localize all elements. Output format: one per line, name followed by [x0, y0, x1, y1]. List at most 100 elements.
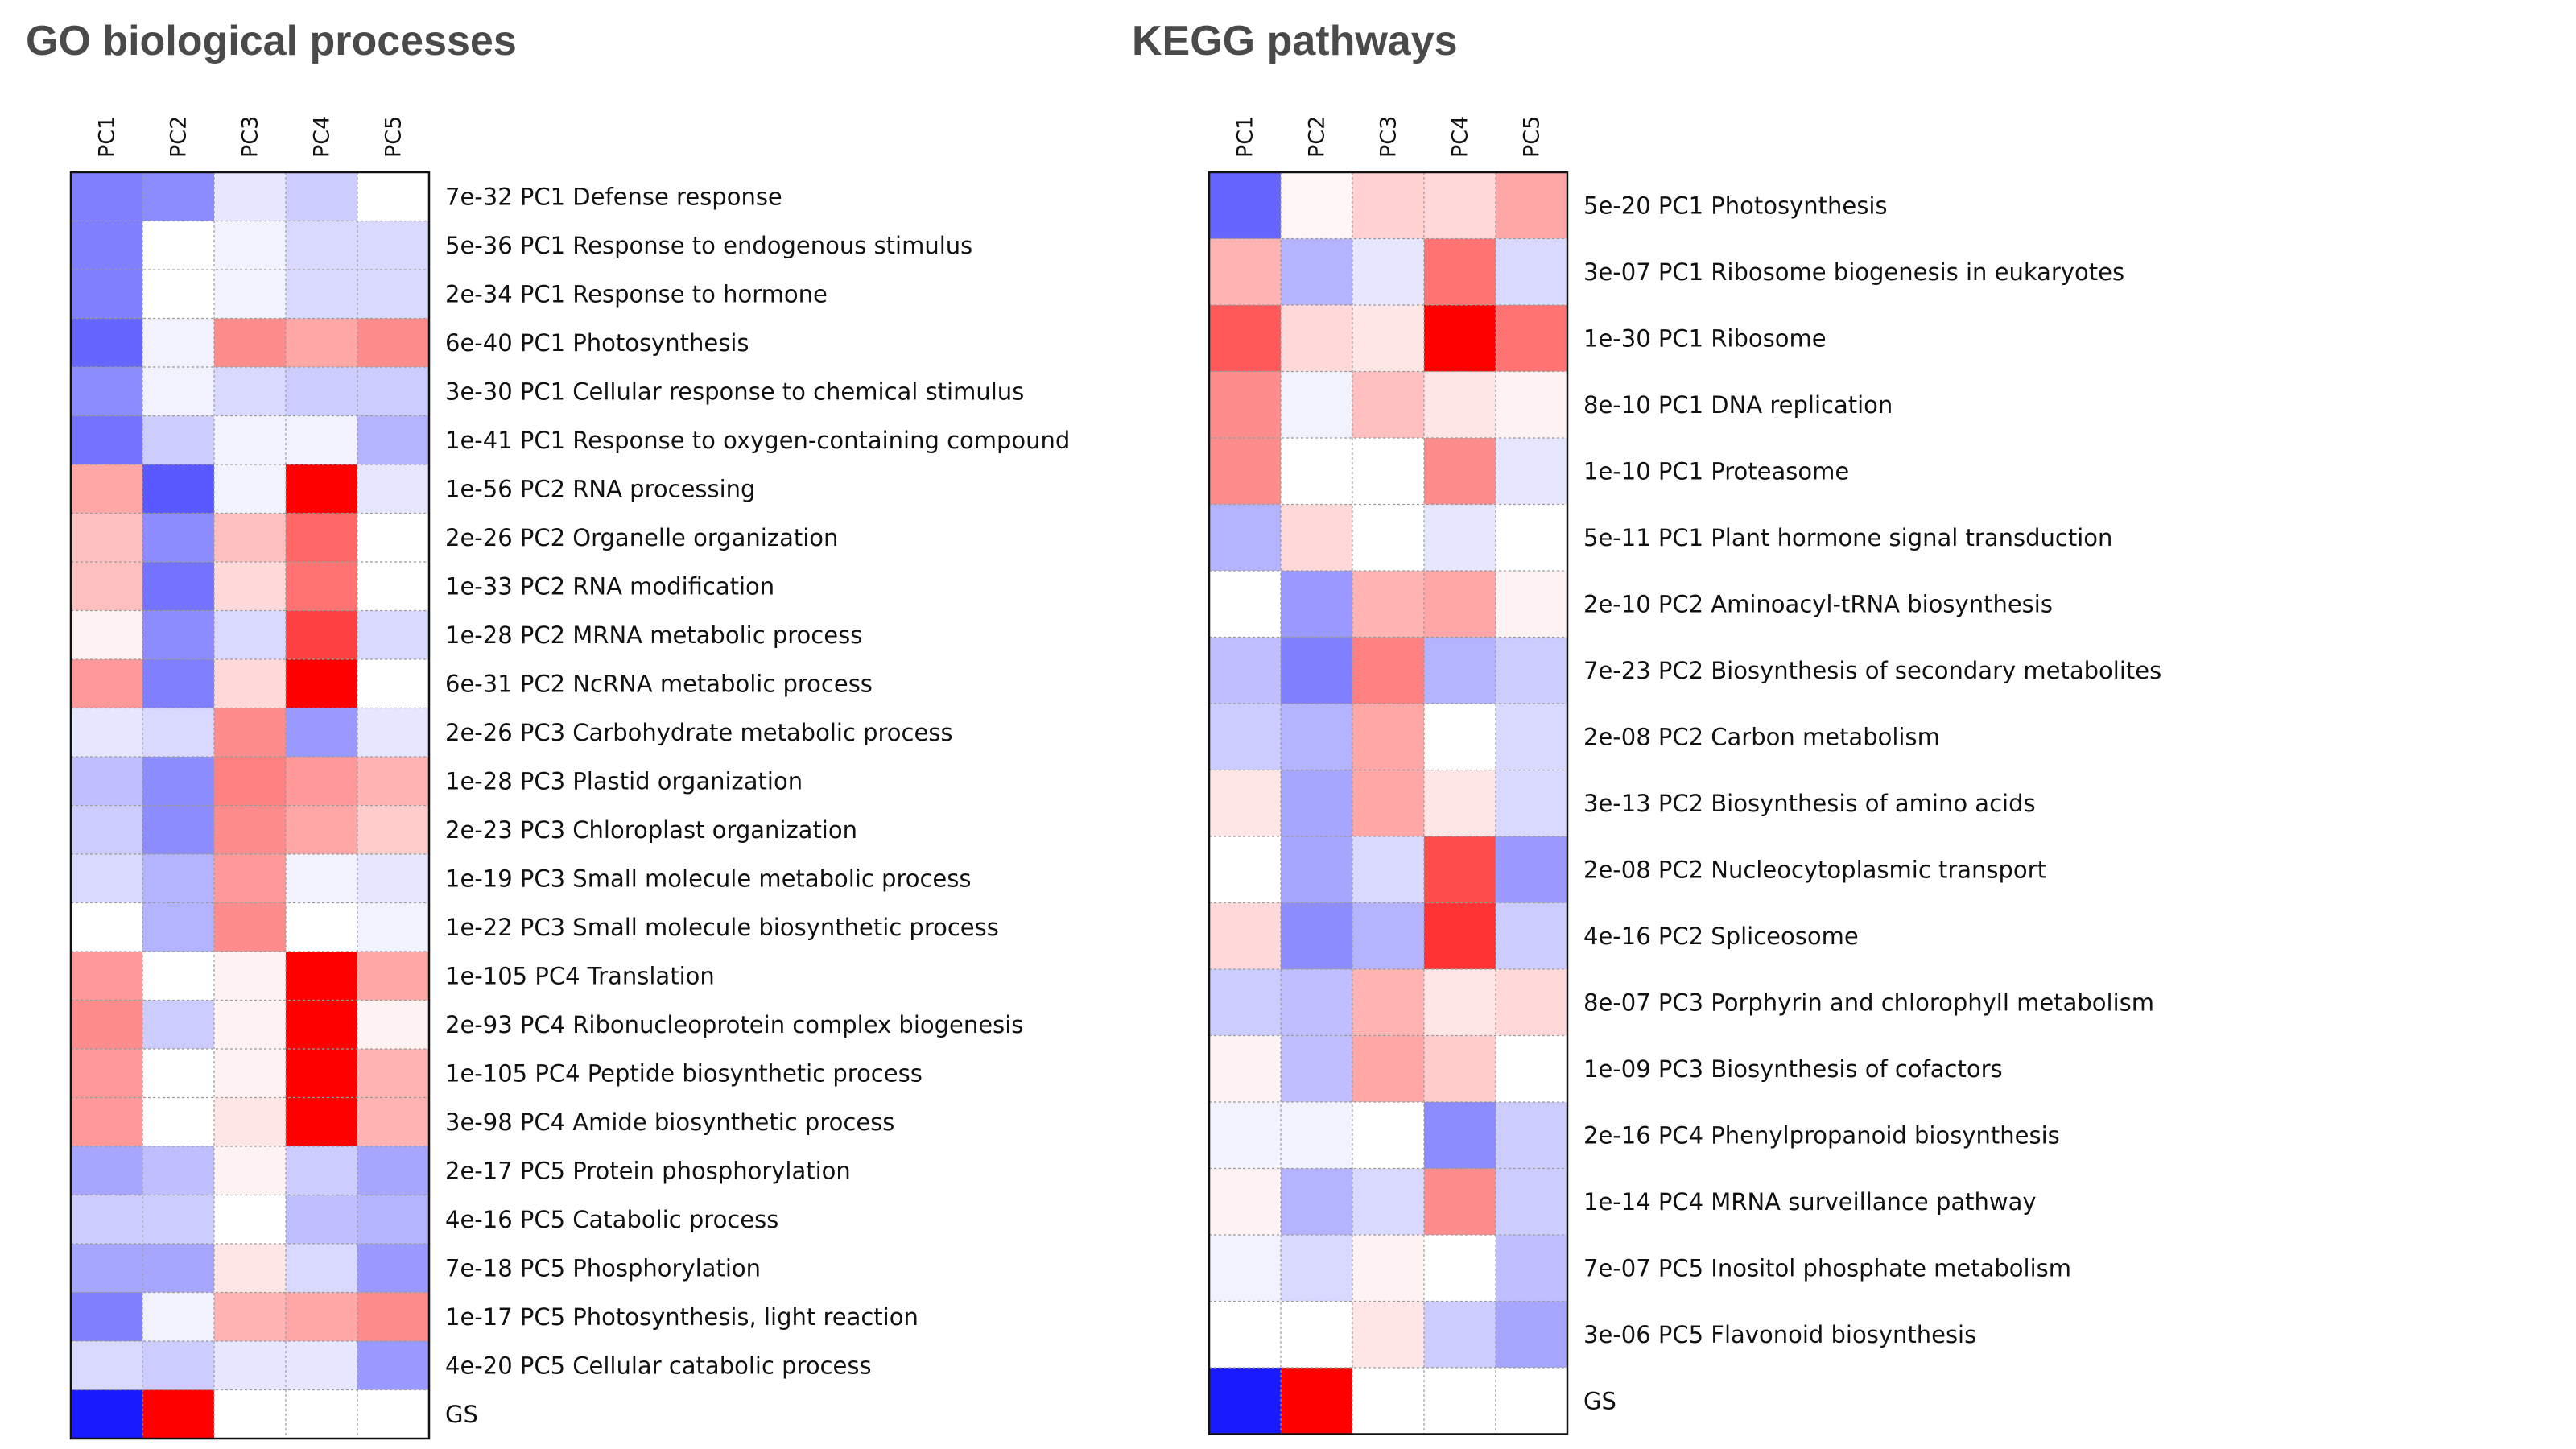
heatmap-cell: [1424, 172, 1496, 239]
heatmap-cell: [71, 902, 143, 952]
heatmap-cell: [214, 1000, 287, 1050]
heatmap-cell: [1496, 1035, 1568, 1103]
heatmap-cell: [286, 172, 358, 221]
heatmap-cell: [71, 415, 143, 465]
heatmap-cell: [1424, 836, 1496, 903]
heatmap-cell: [1352, 1035, 1425, 1103]
heatmap-cell: [214, 1244, 287, 1293]
heatmap-cell: [286, 270, 358, 319]
heatmap-cell: [1281, 704, 1353, 770]
heatmap-cell: [286, 318, 358, 368]
heatmap-cell: [71, 562, 143, 611]
heatmap-cell: [1496, 238, 1568, 306]
heatmap-cell: [214, 464, 287, 514]
row-label: 7e-32 PC1 Defense response: [445, 183, 782, 210]
heatmap-cell: [142, 854, 215, 903]
heatmap-cell: [1209, 704, 1282, 770]
heatmap-cell: [142, 1292, 215, 1342]
heatmap-cell: [1209, 1035, 1282, 1103]
heatmap-cell: [357, 1000, 430, 1050]
heatmap-cell: [357, 513, 430, 563]
column-label: PC1: [1233, 116, 1258, 158]
heatmap-cell: [1209, 1235, 1282, 1302]
heatmap-cell: [1209, 1301, 1282, 1368]
heatmap-cell: [71, 708, 143, 758]
heatmap-cell: [286, 610, 358, 660]
heatmap-cell: [1281, 1301, 1353, 1368]
heatmap-cell: [214, 221, 287, 270]
heatmap-cell: [1281, 571, 1353, 638]
row-label: 2e-34 PC1 Response to hormone: [445, 280, 828, 308]
heatmap-cell: [142, 1000, 215, 1050]
heatmap-cell: [357, 1146, 430, 1195]
heatmap-cell: [1352, 902, 1425, 970]
heatmap-cell: [1496, 704, 1568, 770]
heatmap-cell: [1281, 238, 1353, 306]
heatmap-cell: [286, 1341, 358, 1390]
heatmap-cell: [142, 1049, 215, 1098]
row-label: 3e-06 PC5 Flavonoid biosynthesis: [1583, 1321, 1976, 1348]
heatmap-cell: [1496, 1168, 1568, 1236]
row-label: 6e-31 PC2 NcRNA metabolic process: [445, 670, 873, 697]
heatmap-cell: [1352, 238, 1425, 306]
column-label: PC5: [382, 116, 407, 158]
heatmap-cell: [1209, 836, 1282, 903]
heatmap-cell: [71, 367, 143, 416]
heatmap-cell: [286, 1097, 358, 1147]
heatmap-cell: [286, 1244, 358, 1293]
heatmap-cell: [1209, 504, 1282, 572]
column-label: PC4: [1448, 116, 1473, 158]
heatmap-cell: [142, 562, 215, 611]
heatmap-cell: [1496, 1235, 1568, 1302]
heatmap-cell: [1424, 305, 1496, 372]
heatmap-cell: [142, 221, 215, 270]
heatmap-cell: [1209, 1368, 1282, 1435]
heatmap-cell: [142, 1195, 215, 1245]
heatmap-cell: [1496, 770, 1568, 837]
heatmap-cell: [1209, 238, 1282, 306]
column-label: PC3: [1377, 116, 1402, 158]
heatmap-cell: [214, 708, 287, 758]
heatmap-cell: [286, 1389, 358, 1439]
row-label: 1e-41 PC1 Response to oxygen-containing …: [445, 427, 1070, 454]
heatmap-cell: [71, 1341, 143, 1390]
heatmap-cell: [1209, 1102, 1282, 1169]
heatmap-cell: [1209, 172, 1282, 239]
heatmap-cell: [357, 1244, 430, 1293]
heatmap-cell: [214, 172, 287, 221]
heatmap-cell: [357, 1049, 430, 1098]
row-label: 1e-10 PC1 Proteasome: [1583, 457, 1849, 485]
heatmap-cell: [1352, 438, 1425, 505]
heatmap-cell: [286, 513, 358, 563]
heatmap-cell: [214, 610, 287, 660]
row-label: 2e-26 PC2 Organelle organization: [445, 524, 838, 551]
heatmap-cell: [1209, 902, 1282, 970]
heatmap-cell: [1209, 571, 1282, 638]
heatmap-cell: [71, 172, 143, 221]
heatmap-cell: [1209, 1168, 1282, 1236]
heatmap-cell: [1424, 902, 1496, 970]
heatmap-cell: [214, 659, 287, 708]
heatmap-cell: [1281, 504, 1353, 572]
heatmap-cell: [286, 415, 358, 465]
row-label: 7e-23 PC2 Biosynthesis of secondary meta…: [1583, 657, 2161, 684]
heatmap-cell: [71, 1049, 143, 1098]
heatmap-cell: [1424, 1035, 1496, 1103]
heatmap-cell: [1496, 836, 1568, 903]
heatmap-cell: [214, 952, 287, 1001]
heatmap-cell: [1352, 637, 1425, 704]
heatmap-cell: [1496, 172, 1568, 239]
heatmap-cell: [1281, 1235, 1353, 1302]
heatmap-cell: [71, 1195, 143, 1245]
heatmap-cell: [286, 952, 358, 1001]
heatmap-cell: [1281, 1102, 1353, 1169]
heatmap-cell: [71, 1097, 143, 1147]
heatmap-cell: [1209, 969, 1282, 1036]
heatmap-cell: [357, 464, 430, 514]
heatmap-cell: [1496, 637, 1568, 704]
heatmap-cell: [1209, 371, 1282, 439]
row-label: 4e-16 PC2 Spliceosome: [1583, 923, 1859, 950]
heatmap-cell: [214, 1341, 287, 1390]
